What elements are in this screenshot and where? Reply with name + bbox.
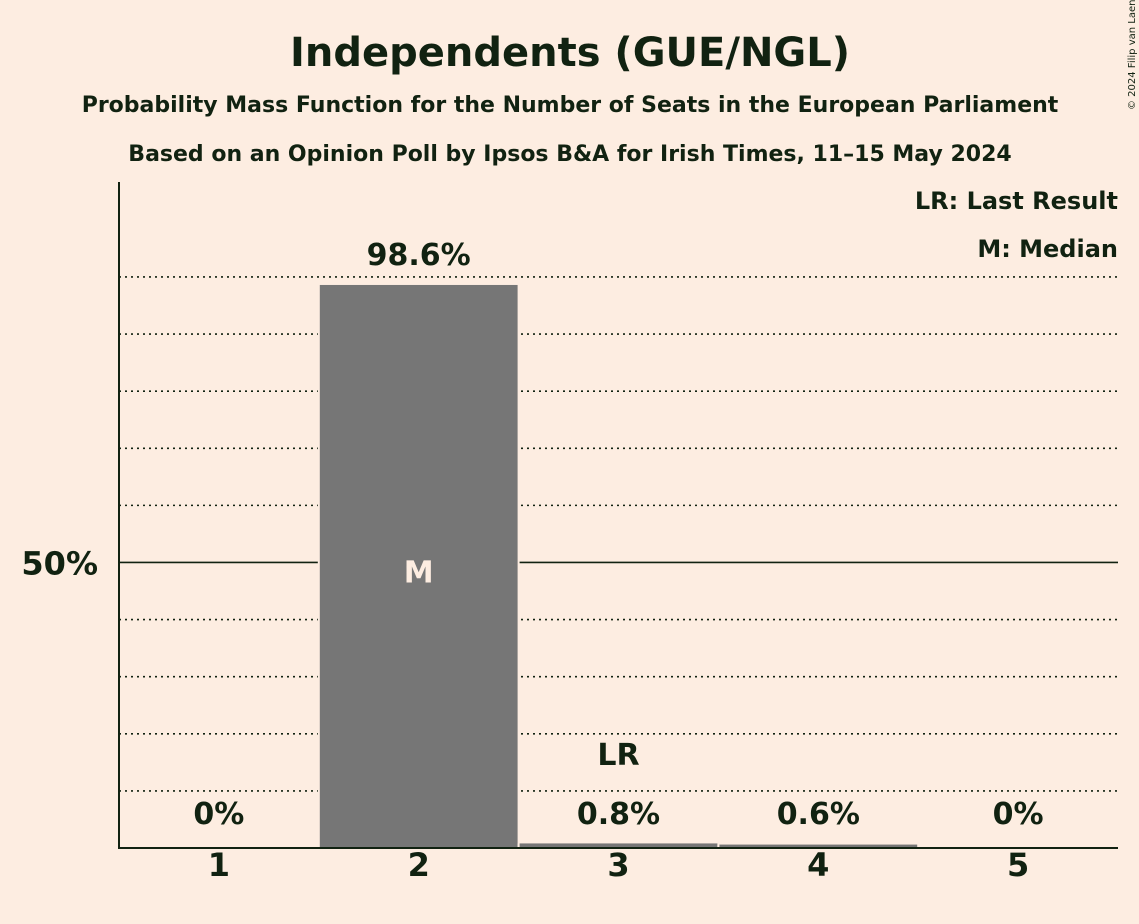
- chart-source: Based on an Opinion Poll by Ipsos B&A fo…: [128, 142, 1011, 167]
- bar-4: [719, 844, 918, 848]
- data-label-3: 0.8%: [577, 797, 660, 832]
- data-label-2: 98.6%: [367, 238, 471, 273]
- legend-last-result: LR: Last Result: [915, 187, 1118, 215]
- legend-median: M: Median: [977, 235, 1118, 263]
- data-label-4: 0.6%: [777, 797, 860, 832]
- y-tick-label: 50%: [21, 544, 98, 582]
- bar-2: [319, 284, 518, 848]
- x-tick-label-4: 4: [807, 846, 829, 884]
- x-tick-label-1: 1: [208, 846, 230, 884]
- bar-3: [519, 843, 718, 848]
- median-marker: M: [404, 555, 434, 590]
- chart-subtitle: Probability Mass Function for the Number…: [82, 93, 1059, 118]
- plot-area: 50% 0% 1 98.6% 2 M 0.8% 3 LR 0.6% 4 0% 5: [21, 182, 1118, 884]
- x-tick-label-3: 3: [607, 846, 629, 884]
- copyright: © 2024 Filip van Laenen: [1127, 0, 1138, 110]
- x-tick-label-2: 2: [408, 846, 430, 884]
- data-label-1: 0%: [193, 797, 244, 832]
- chart-title: Independents (GUE/NGL): [290, 30, 850, 76]
- data-label-5: 0%: [993, 797, 1044, 832]
- x-tick-label-5: 5: [1007, 846, 1029, 884]
- last-result-marker: LR: [597, 738, 639, 773]
